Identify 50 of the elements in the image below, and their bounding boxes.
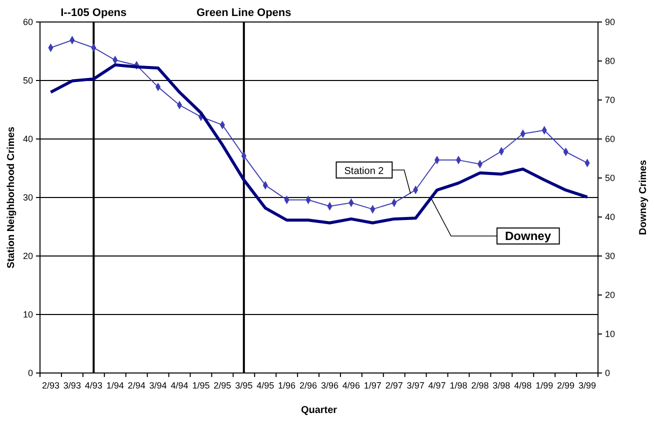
x-axis-title: Quarter bbox=[300, 405, 338, 416]
y-tick-label: 60 bbox=[22, 16, 33, 27]
x-tick-label: 4/93 bbox=[84, 380, 102, 391]
x-tick-label: 2/98 bbox=[471, 380, 489, 391]
x-tick-label: 4/97 bbox=[428, 380, 446, 391]
x-tick-label: 3/93 bbox=[63, 380, 81, 391]
x-tick-label: 3/95 bbox=[235, 380, 253, 391]
y-tick-label: 20 bbox=[22, 250, 33, 261]
text: Downey bbox=[504, 229, 552, 243]
y2-tick-label: 60 bbox=[605, 134, 616, 144]
text: Station 2 bbox=[344, 166, 384, 177]
y2-tick-label: 70 bbox=[605, 94, 616, 105]
x-tick-label: 3/99 bbox=[578, 380, 596, 391]
x-tick-label: 1/97 bbox=[364, 380, 382, 391]
y2-tick-label: 40 bbox=[605, 212, 616, 222]
x-tick-label: 2/96 bbox=[300, 380, 318, 391]
y2-tick-label: 90 bbox=[605, 16, 616, 27]
y-tick-label: 0 bbox=[28, 368, 33, 378]
x-tick-label: 4/94 bbox=[170, 380, 188, 391]
x-tick-label: 3/97 bbox=[406, 380, 424, 391]
x-tick-label: 2/94 bbox=[128, 380, 146, 391]
x-tick-label: 1/94 bbox=[106, 380, 124, 391]
y2-axis-title: Downey Crimes bbox=[638, 160, 649, 236]
x-tick-label: 4/95 bbox=[256, 380, 274, 391]
ref-line-label: Green Line Opens bbox=[196, 7, 292, 19]
x-tick-label: 3/98 bbox=[492, 380, 510, 391]
x-tick-label: 2/95 bbox=[214, 380, 232, 391]
y2-tick-label: 10 bbox=[605, 328, 616, 339]
x-tick-label: 2/97 bbox=[385, 380, 403, 391]
y-tick-label: 40 bbox=[22, 134, 33, 144]
x-tick-label: 4/96 bbox=[342, 380, 360, 391]
y2-tick-label: 80 bbox=[605, 56, 616, 66]
x-tick-label: 3/96 bbox=[320, 380, 338, 391]
y2-tick-label: 30 bbox=[605, 250, 616, 261]
y-axis-title: Station Neighborhood Crimes bbox=[6, 126, 17, 268]
x-tick-label: 2/93 bbox=[42, 380, 60, 391]
y-tick-label: 50 bbox=[22, 75, 33, 86]
y-tick-label: 30 bbox=[22, 192, 33, 202]
x-tick-label: 1/95 bbox=[192, 380, 210, 391]
x-tick-label: 1/99 bbox=[536, 380, 554, 391]
y2-tick-label: 50 bbox=[605, 172, 616, 183]
x-tick-label: 4/98 bbox=[514, 380, 532, 391]
y-tick-label: 10 bbox=[22, 309, 33, 320]
ref-line-label: I--105 Opens bbox=[60, 7, 127, 19]
x-tick-label: 1/98 bbox=[450, 380, 468, 391]
x-tick-label: 1/96 bbox=[278, 380, 296, 391]
x-tick-label: 3/94 bbox=[149, 380, 167, 391]
y2-tick-label: 20 bbox=[605, 290, 616, 300]
x-tick-label: 2/99 bbox=[557, 380, 575, 391]
y2-tick-label: 0 bbox=[605, 368, 610, 378]
